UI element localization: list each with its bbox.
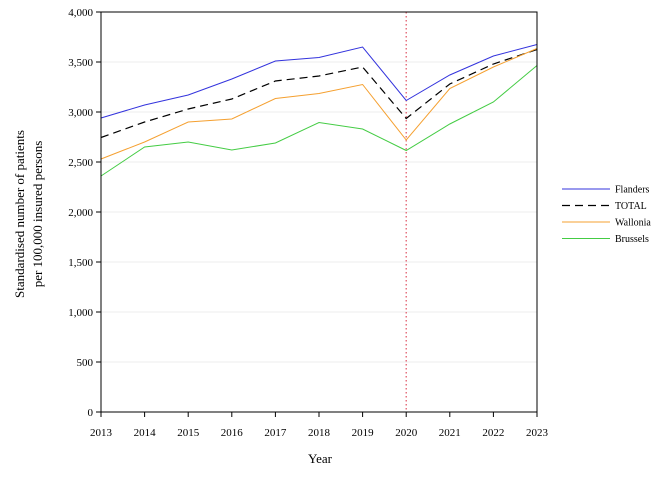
y-tick-label: 4,000 [68, 7, 93, 19]
gridlines [101, 11, 537, 363]
y-tick-label: 0 [88, 407, 94, 419]
x-axis-title: Year [308, 451, 333, 466]
x-tick-label: 2016 [221, 427, 244, 439]
plot-frame [100, 11, 538, 413]
x-tick-label: 2022 [482, 427, 504, 439]
x-tick-label: 2023 [526, 427, 549, 439]
legend-label-wallonia: Wallonia [615, 218, 651, 229]
series-line-brussels [100, 65, 538, 177]
y-tick-label: 3,000 [68, 107, 93, 119]
x-tick-label: 2018 [308, 427, 331, 439]
x-tick-label: 2020 [395, 427, 418, 439]
legend: Flanders TOTAL Wallonia Brussels [562, 185, 651, 245]
x-tick-label: 2015 [177, 427, 200, 439]
y-tick-label: 3,500 [68, 57, 93, 69]
x-tick-label: 2014 [134, 427, 157, 439]
x-tick-label: 2017 [264, 427, 287, 439]
y-tick-label: 1,000 [68, 307, 93, 319]
x-tick-label: 2019 [352, 427, 375, 439]
series-line-total [100, 48, 538, 139]
axes: 0 500 1,000 1,500 2,000 2,500 3,000 3,500 4,000 2… [68, 7, 548, 439]
y-axis-title-line-2: per 100,000 insured persons [30, 141, 45, 288]
y-tick-label: 1,500 [68, 257, 93, 269]
series-line-flanders [100, 44, 538, 119]
legend-label-total: TOTAL [615, 201, 647, 212]
series-line-wallonia [100, 48, 538, 160]
series-layer [100, 44, 538, 177]
y-tick-label: 500 [77, 357, 94, 369]
y-axis-title-line-1: Standardised number of patients [12, 130, 27, 298]
y-tick-label: 2,000 [68, 207, 93, 219]
legend-label-flanders: Flanders [615, 185, 650, 196]
legend-label-brussels: Brussels [615, 234, 649, 245]
x-tick-label: 2013 [90, 427, 113, 439]
y-tick-label: 2,500 [68, 157, 93, 169]
x-tick-label: 2021 [439, 427, 461, 439]
